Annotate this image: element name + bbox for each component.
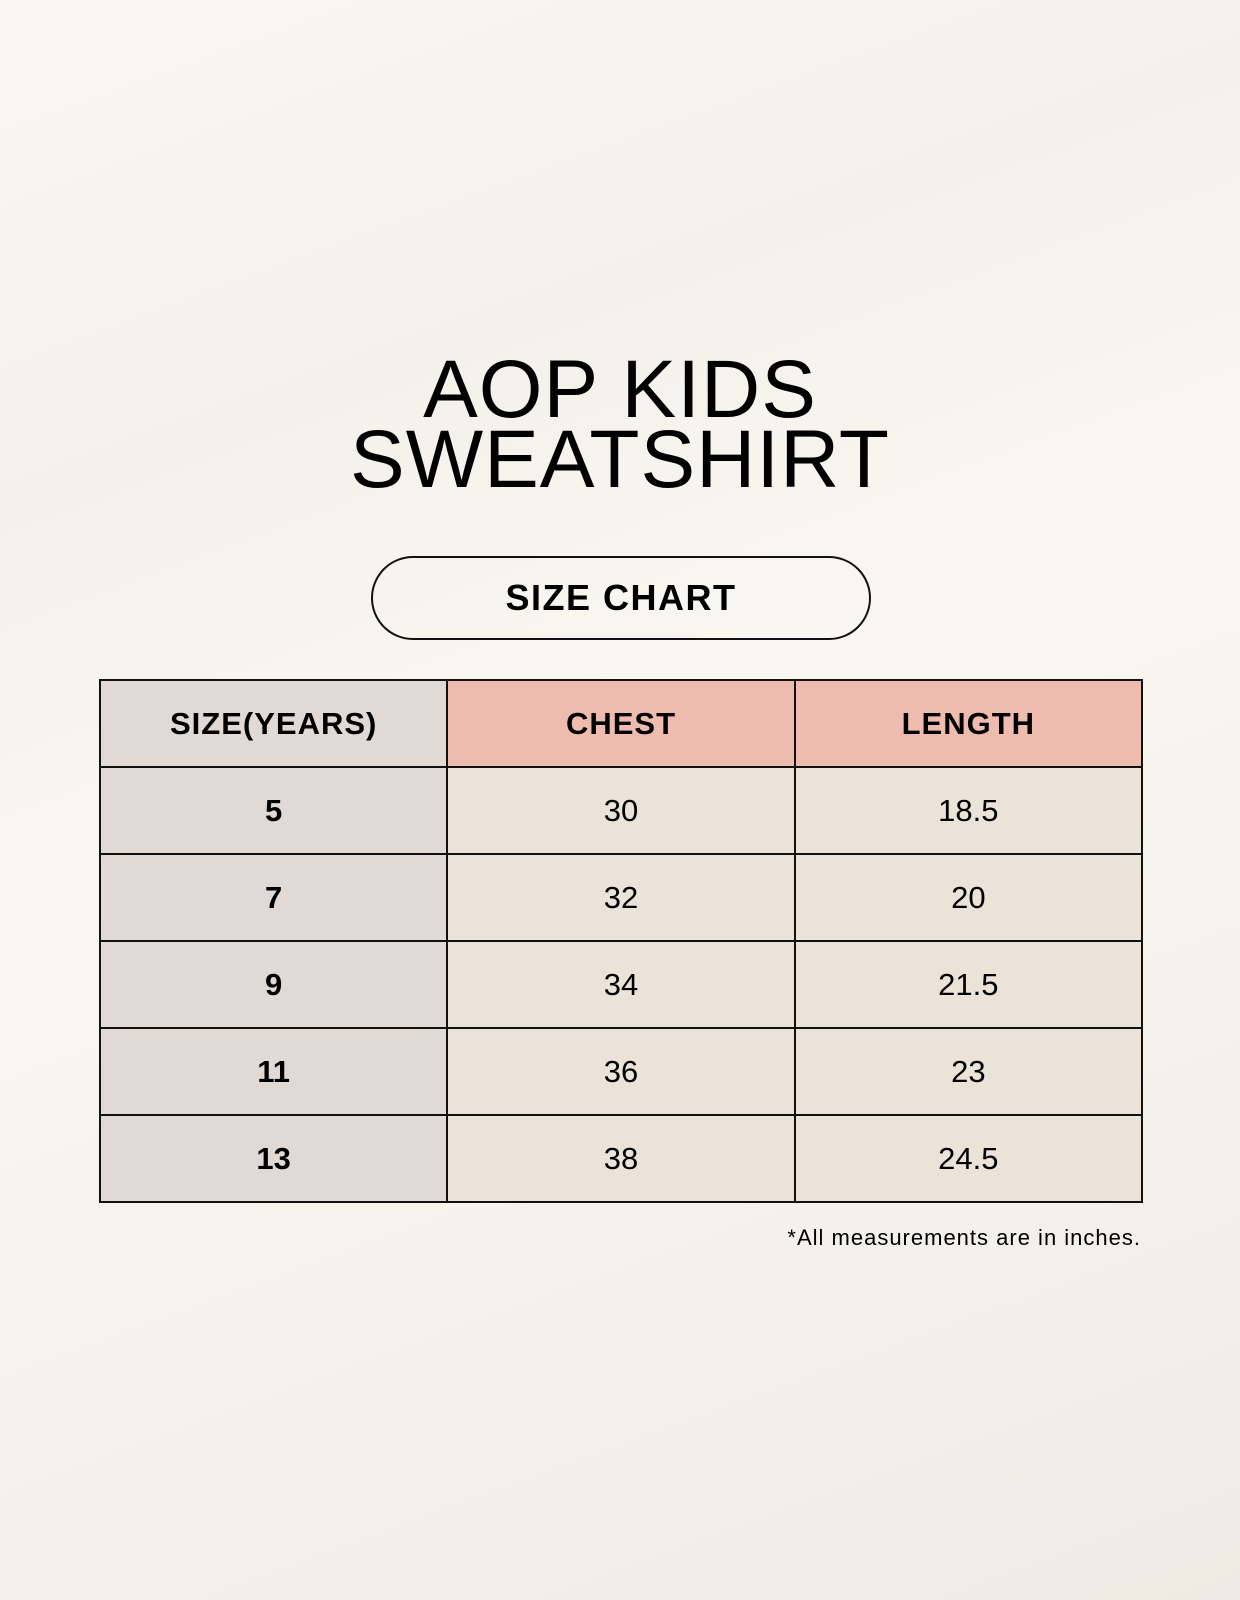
cell-size: 9 <box>98 940 449 1029</box>
title-line-2: SWEATSHIRT <box>350 414 890 505</box>
table-row: 7 32 20 <box>98 853 1144 942</box>
cell-size: 7 <box>98 853 449 942</box>
cell-chest: 38 <box>446 1114 796 1203</box>
cell-chest: 30 <box>446 766 796 855</box>
cell-size: 11 <box>98 1027 449 1116</box>
cell-length: 21.5 <box>793 940 1144 1029</box>
title-line-1: AOP KIDS <box>423 344 817 435</box>
page-title: AOP KIDS SWEATSHIRT <box>0 344 1240 505</box>
cell-chest: 34 <box>446 940 796 1029</box>
cell-chest: 36 <box>446 1027 796 1116</box>
header-size: SIZE(YEARS) <box>98 679 449 768</box>
table-header-row: SIZE(YEARS) CHEST LENGTH <box>98 679 1144 768</box>
cell-length: 18.5 <box>793 766 1144 855</box>
table-row: 11 36 23 <box>98 1027 1144 1116</box>
cell-length: 20 <box>793 853 1144 942</box>
header-length: LENGTH <box>793 679 1144 768</box>
measurement-footnote: *All measurements are in inches. <box>787 1225 1141 1250</box>
size-table: SIZE(YEARS) CHEST LENGTH 5 30 18.5 7 32 … <box>98 679 1144 1203</box>
cell-length: 24.5 <box>793 1114 1144 1203</box>
header-chest: CHEST <box>446 679 796 768</box>
table-row: 9 34 21.5 <box>98 940 1144 1029</box>
cell-size: 13 <box>98 1114 449 1203</box>
cell-size: 5 <box>98 766 449 855</box>
table-row: 13 38 24.5 <box>98 1114 1144 1203</box>
cell-length: 23 <box>793 1027 1144 1116</box>
size-chart-badge: SIZE CHART <box>371 556 871 640</box>
cell-chest: 32 <box>446 853 796 942</box>
table-row: 5 30 18.5 <box>98 766 1144 855</box>
